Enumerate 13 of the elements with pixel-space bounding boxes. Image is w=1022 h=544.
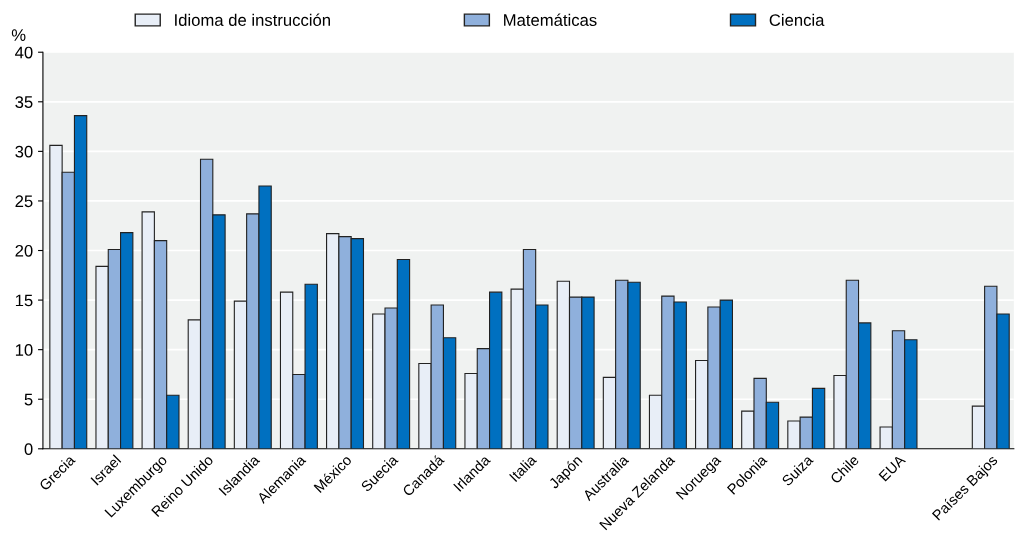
y-tick-label: 5 xyxy=(24,393,33,406)
y-tick-label: 0 xyxy=(24,443,33,455)
y-tick-label: 40 xyxy=(15,46,33,59)
legend-label: Matemáticas xyxy=(504,13,597,26)
legend-label: Ciencia xyxy=(769,13,825,26)
y-axis-title: % xyxy=(11,29,26,41)
y-tick-label: 20 xyxy=(15,244,33,257)
y-tick-label: 25 xyxy=(15,195,33,208)
y-tick-label: 15 xyxy=(15,294,33,307)
legend-label: Idioma de instrucción xyxy=(175,13,330,26)
y-tick-label: 30 xyxy=(15,145,33,158)
y-tick-label: 35 xyxy=(15,96,33,108)
y-tick-label: 10 xyxy=(15,344,33,356)
